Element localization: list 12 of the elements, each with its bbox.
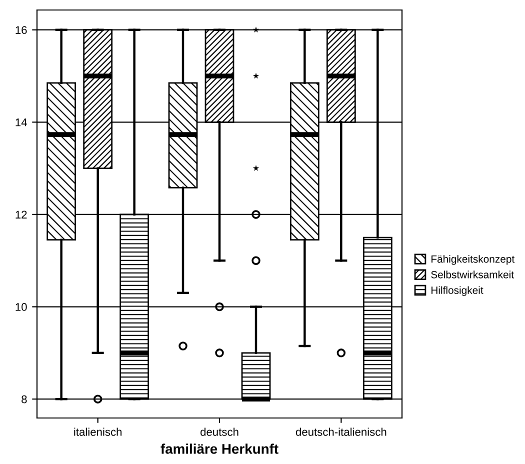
y-tick-label: 14 xyxy=(16,118,27,126)
legend-label: Fähigkeitskonzept xyxy=(432,255,515,265)
x-tick-label: italienisch xyxy=(74,428,122,436)
x-tick-label: deutsch-italienisch xyxy=(296,428,386,436)
x-tick-label: deutsch xyxy=(200,428,238,436)
y-tick-label: 12 xyxy=(16,210,27,218)
y-tick-label: 16 xyxy=(16,26,27,34)
x-axis-title: familiäre Herkunft xyxy=(160,444,278,454)
y-tick-label: 10 xyxy=(16,303,27,311)
legend-label: Selbstwirksamkeit xyxy=(431,270,514,278)
y-tick-label: 8 xyxy=(22,395,27,404)
legend-label: Hilflosigkeit xyxy=(432,286,484,296)
